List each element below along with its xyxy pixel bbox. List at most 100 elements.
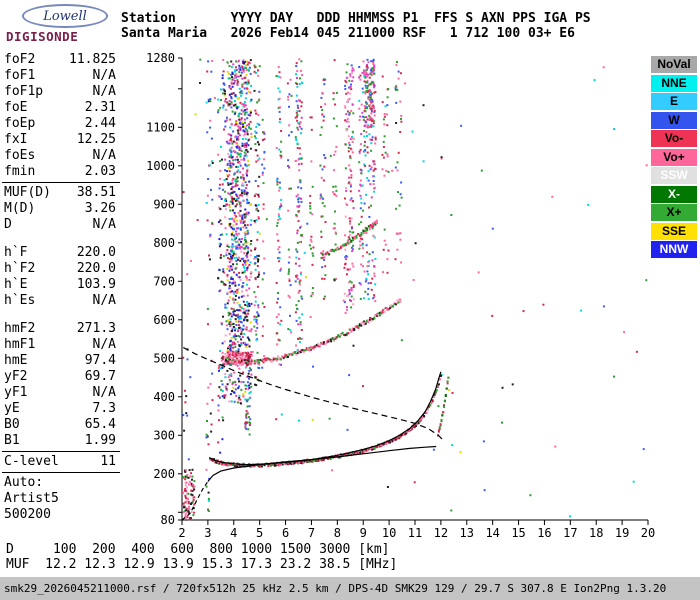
param-row: h`F2 220.0 bbox=[2, 261, 120, 277]
param-row: yF1 N/A bbox=[2, 385, 120, 401]
param-value: 3.26 bbox=[84, 201, 116, 216]
param-row: foE 2.31 bbox=[2, 100, 120, 116]
station-header: Station YYYY DAY DDD HHMMSS P1 FFS S AXN… bbox=[121, 11, 591, 41]
svg-text:13: 13 bbox=[460, 526, 474, 540]
param-value: N/A bbox=[92, 148, 116, 163]
legend-item-voplus: Vo+ bbox=[651, 148, 697, 166]
svg-text:17: 17 bbox=[563, 526, 577, 540]
param-value: 11 bbox=[100, 454, 116, 469]
param-row: fxI 12.25 bbox=[2, 132, 120, 148]
legend-item-vominus: Vo- bbox=[651, 130, 697, 147]
param-label: MUF(D) bbox=[4, 185, 51, 200]
param-row: 500200 bbox=[2, 507, 120, 523]
param-label: M(D) bbox=[4, 201, 36, 216]
axes: 1280 1100 1000 900 800 700 600 500 400 300 200 802 3… bbox=[146, 51, 655, 540]
param-value: N/A bbox=[92, 84, 116, 99]
lowell-digisonde-logo: Lowell DIGISONDE bbox=[6, 4, 120, 44]
svg-text:900: 900 bbox=[153, 197, 175, 211]
svg-text:1280: 1280 bbox=[146, 51, 175, 65]
param-row: C-level 11 bbox=[2, 454, 120, 470]
panel-divider bbox=[2, 472, 120, 473]
param-label: D bbox=[4, 217, 12, 232]
digisonde-product-text: DIGISONDE bbox=[6, 29, 79, 44]
param-label: foF1p bbox=[4, 84, 44, 99]
param-row: foF1 N/A bbox=[2, 68, 120, 84]
svg-text:3: 3 bbox=[204, 526, 211, 540]
legend-item-nne: NNE bbox=[651, 74, 697, 92]
param-row: hmF1 N/A bbox=[2, 337, 120, 353]
param-value: N/A bbox=[92, 68, 116, 83]
param-row: foF1p N/A bbox=[2, 84, 120, 100]
param-row: foF2 11.825 bbox=[2, 52, 120, 68]
parameter-panel: foF2 11.825 foF1 N/A foF1p N/A foE 2.31 foEp 2.44… bbox=[2, 52, 120, 523]
param-row: B1 1.99 bbox=[2, 433, 120, 449]
fitted-trace-line bbox=[208, 371, 442, 466]
header-field-values: Santa Maria 2026 Feb14 045 211000 RSF 1 … bbox=[121, 26, 575, 41]
param-value: 2.03 bbox=[84, 164, 116, 179]
param-label: h`Es bbox=[4, 293, 36, 308]
svg-text:15: 15 bbox=[511, 526, 525, 540]
param-value: 69.7 bbox=[84, 369, 116, 384]
legend-item-noval: NoVal bbox=[651, 56, 697, 73]
param-label: B1 bbox=[4, 433, 20, 448]
param-value: N/A bbox=[92, 293, 116, 308]
legend-item-xplus: X+ bbox=[651, 204, 697, 221]
svg-text:6: 6 bbox=[282, 526, 289, 540]
param-value: 103.9 bbox=[76, 277, 116, 292]
param-label: fmin bbox=[4, 164, 36, 179]
param-label: Auto: bbox=[4, 475, 44, 490]
svg-text:800: 800 bbox=[153, 236, 175, 250]
svg-text:19: 19 bbox=[615, 526, 629, 540]
param-value: N/A bbox=[92, 217, 116, 232]
transmission-curve bbox=[183, 346, 443, 440]
param-value: 1.99 bbox=[84, 433, 116, 448]
svg-text:300: 300 bbox=[153, 428, 175, 442]
param-label: hmF2 bbox=[4, 321, 36, 336]
svg-text:700: 700 bbox=[153, 274, 175, 288]
fit-lines bbox=[181, 346, 443, 521]
param-label: foEs bbox=[4, 148, 36, 163]
svg-text:1100: 1100 bbox=[146, 120, 175, 134]
param-value: 12.25 bbox=[76, 132, 116, 147]
param-label: foF2 bbox=[4, 52, 36, 67]
legend-item-sse: SSE bbox=[651, 222, 697, 240]
profile-line-extrapolated bbox=[181, 481, 209, 521]
param-value: 2.44 bbox=[84, 116, 116, 131]
param-row: yF2 69.7 bbox=[2, 369, 120, 385]
ionogram-plot: 1280 1100 1000 900 800 700 600 500 400 300 200 802 3… bbox=[146, 51, 655, 540]
legend-item-e: E bbox=[651, 93, 697, 110]
param-value: 7.3 bbox=[92, 401, 116, 416]
svg-text:10: 10 bbox=[382, 526, 396, 540]
legend-item-nnw: NNW bbox=[651, 241, 697, 258]
param-row: hmF2 271.3 bbox=[2, 321, 120, 337]
param-row: B0 65.4 bbox=[2, 417, 120, 433]
param-value: 271.3 bbox=[76, 321, 116, 336]
svg-text:14: 14 bbox=[485, 526, 499, 540]
panel-divider bbox=[2, 451, 120, 452]
param-row: h`Es N/A bbox=[2, 293, 120, 309]
param-label: foF1 bbox=[4, 68, 36, 83]
param-label: Artist5 bbox=[4, 491, 59, 506]
param-row: D N/A bbox=[2, 217, 120, 233]
param-label: h`E bbox=[4, 277, 28, 292]
param-row: fmin 2.03 bbox=[2, 164, 120, 180]
legend-item-ssw: SSW bbox=[651, 167, 697, 184]
param-label: yF1 bbox=[4, 385, 28, 400]
param-value: 65.4 bbox=[84, 417, 116, 432]
svg-text:500: 500 bbox=[153, 351, 175, 365]
param-row: foEs N/A bbox=[2, 148, 120, 164]
param-row: yE 7.3 bbox=[2, 401, 120, 417]
param-value: 2.31 bbox=[84, 100, 116, 115]
param-label: fxI bbox=[4, 132, 28, 147]
param-label: C-level bbox=[4, 454, 59, 469]
svg-text:16: 16 bbox=[537, 526, 551, 540]
svg-text:9: 9 bbox=[360, 526, 367, 540]
legend-item-xminus: X- bbox=[651, 185, 697, 203]
svg-text:7: 7 bbox=[308, 526, 315, 540]
svg-text:12: 12 bbox=[434, 526, 448, 540]
param-label: hmF1 bbox=[4, 337, 36, 352]
param-value: 11.825 bbox=[69, 52, 116, 67]
param-label: foEp bbox=[4, 116, 36, 131]
param-label: foE bbox=[4, 100, 28, 115]
svg-text:2: 2 bbox=[178, 526, 185, 540]
